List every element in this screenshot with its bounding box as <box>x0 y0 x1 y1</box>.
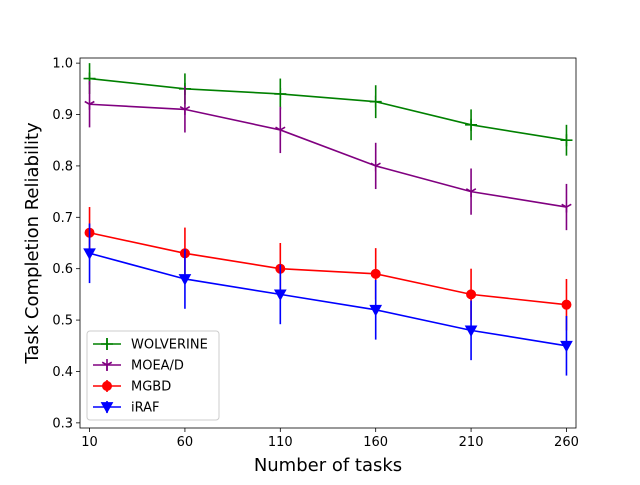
data-point <box>179 105 191 115</box>
series-layer <box>83 63 573 376</box>
legend-label: MGBD <box>131 380 171 395</box>
series-line <box>89 77 567 142</box>
x-tick-label: 210 <box>459 435 484 450</box>
plot-frame <box>79 57 577 429</box>
series-line <box>89 252 567 347</box>
data-point <box>178 274 192 286</box>
x-axis-label: Number of tasks <box>254 455 402 476</box>
data-point <box>464 325 478 337</box>
data-point <box>369 304 383 317</box>
data-point <box>102 381 112 391</box>
legend-box <box>86 330 220 421</box>
legend-item: WOLVERINE <box>93 338 208 353</box>
data-point <box>465 118 478 131</box>
series-line <box>89 231 567 306</box>
data-point <box>465 188 477 198</box>
y-ticks: 0.3 0.4 0.5 0.6 0.7 0.8 0.9 1.0 <box>52 57 80 431</box>
series-moea-d <box>84 81 572 231</box>
data-point <box>370 162 381 172</box>
legend: WOLVERINE MOEA/D MGBD iRAF <box>86 330 220 421</box>
series-iraf <box>83 223 573 376</box>
legend-label: MOEA/D <box>131 359 184 374</box>
data-point <box>561 203 572 213</box>
data-point <box>275 126 286 136</box>
y-tick-label: 0.8 <box>52 159 73 174</box>
data-point <box>274 87 287 100</box>
y-tick-label: 0.4 <box>52 365 73 380</box>
data-point <box>370 268 381 279</box>
y-tick-label: 0.6 <box>52 262 73 277</box>
data-point <box>83 248 96 260</box>
legend-label: iRAF <box>131 401 160 416</box>
x-tick-label: 110 <box>268 435 293 450</box>
y-tick-label: 1.0 <box>52 57 73 72</box>
x-ticks: 10 60 110 160 210 260 <box>81 428 579 450</box>
x-tick-label: 10 <box>81 435 98 450</box>
data-point <box>560 134 573 147</box>
x-tick-label: 60 <box>177 435 194 450</box>
y-tick-label: 0.3 <box>52 416 73 431</box>
data-point <box>560 340 573 353</box>
data-point <box>369 95 382 108</box>
data-point <box>100 402 114 414</box>
legend-item: MGBD <box>93 380 171 395</box>
data-point <box>273 289 287 301</box>
x-tick-label: 260 <box>554 435 579 450</box>
data-point <box>84 100 95 110</box>
legend-label: WOLVERINE <box>131 338 208 353</box>
data-point <box>466 289 477 300</box>
y-axis-label: Task Completion Reliability <box>22 122 43 365</box>
series-line <box>89 103 567 208</box>
legend-item: iRAF <box>93 401 160 416</box>
legend-item: MOEA/D <box>93 359 184 374</box>
data-point <box>561 299 572 310</box>
y-tick-label: 0.7 <box>52 211 73 226</box>
x-tick-label: 160 <box>363 435 388 450</box>
y-tick-label: 0.9 <box>52 108 73 123</box>
data-point <box>101 338 113 350</box>
y-tick-label: 0.5 <box>52 314 73 329</box>
series-wolverine <box>83 63 573 156</box>
data-point <box>101 361 113 371</box>
